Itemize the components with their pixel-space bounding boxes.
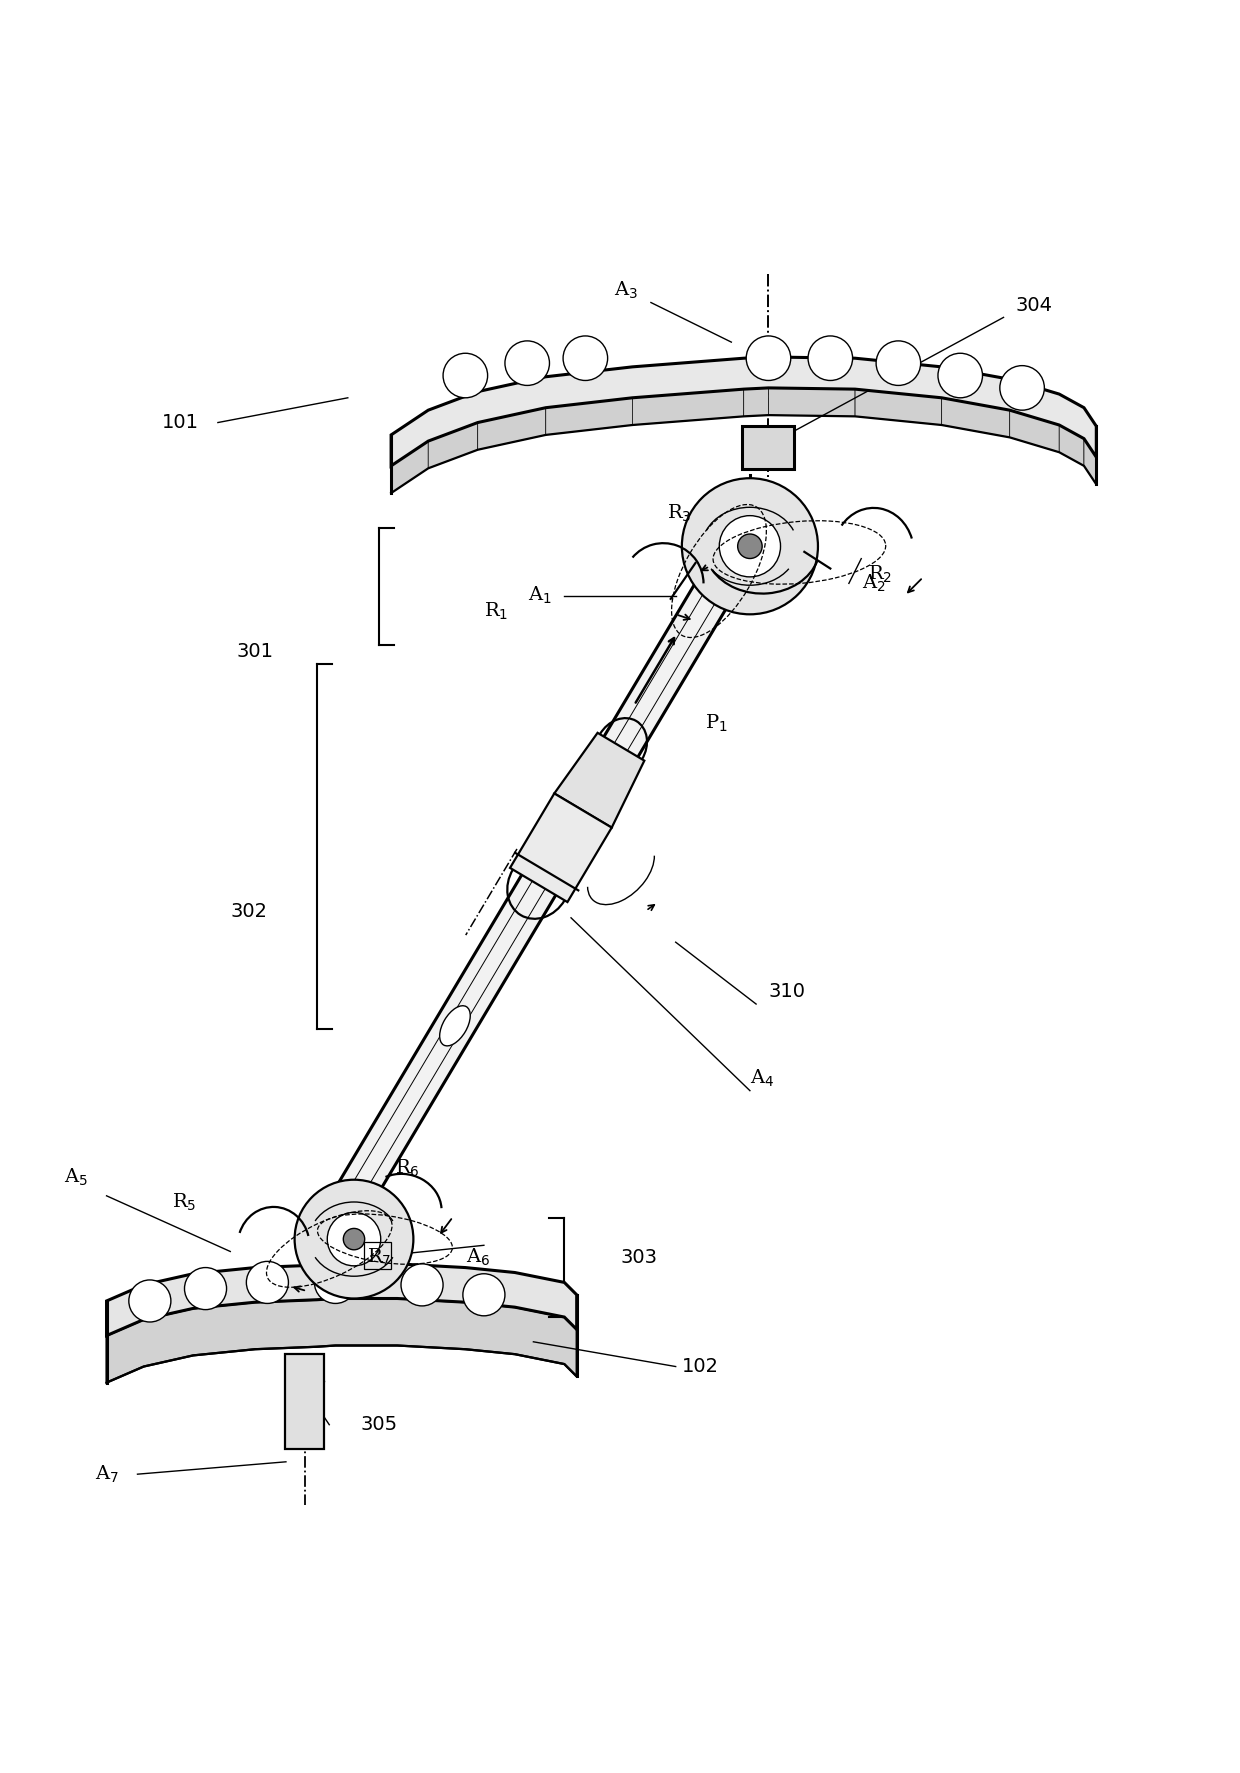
Text: A$_{7}$: A$_{7}$ [94,1463,119,1484]
Text: 102: 102 [682,1356,719,1376]
Text: 303: 303 [620,1248,657,1268]
Circle shape [808,335,853,381]
Circle shape [247,1261,289,1303]
Text: R$_{6}$: R$_{6}$ [394,1158,419,1179]
Text: A$_{4}$: A$_{4}$ [750,1067,775,1089]
Polygon shape [744,388,769,417]
Polygon shape [632,388,744,426]
Polygon shape [319,498,779,1238]
Text: R$_{3}$: R$_{3}$ [667,502,692,523]
Circle shape [129,1280,171,1323]
Polygon shape [285,1355,325,1450]
Polygon shape [510,794,611,902]
Polygon shape [477,408,546,450]
Circle shape [185,1268,227,1310]
Circle shape [738,534,763,558]
Circle shape [563,335,608,381]
Text: R$_{7}$: R$_{7}$ [367,1246,391,1268]
Circle shape [746,335,791,381]
Polygon shape [1009,410,1059,452]
Polygon shape [107,1298,577,1383]
Circle shape [343,1229,365,1250]
Polygon shape [428,422,477,468]
Polygon shape [546,397,632,434]
Polygon shape [391,441,428,493]
Circle shape [719,516,780,576]
Polygon shape [391,356,1096,466]
Text: A$_{1}$: A$_{1}$ [528,585,552,606]
Circle shape [401,1264,443,1307]
Text: A$_{2}$: A$_{2}$ [862,573,885,594]
Circle shape [327,1213,381,1266]
Text: 305: 305 [360,1415,397,1434]
Bar [743,426,795,468]
Circle shape [505,340,549,385]
Text: A$_{5}$: A$_{5}$ [63,1167,88,1188]
Text: R$_{2}$: R$_{2}$ [868,564,892,585]
Ellipse shape [440,1005,470,1046]
Circle shape [682,479,818,613]
Text: 302: 302 [231,902,268,920]
Circle shape [315,1261,356,1303]
Text: A$_{6}$: A$_{6}$ [466,1246,490,1268]
Bar [363,1241,391,1269]
Polygon shape [1084,438,1096,484]
Circle shape [443,353,487,397]
Text: P$_{1}$: P$_{1}$ [706,713,728,734]
Circle shape [295,1179,413,1298]
Text: 310: 310 [769,982,806,1002]
Text: R$_{1}$: R$_{1}$ [484,601,508,622]
Text: 101: 101 [162,413,200,433]
Polygon shape [941,397,1009,438]
Polygon shape [107,1264,577,1335]
Circle shape [999,365,1044,410]
Text: 304: 304 [1016,296,1053,314]
Polygon shape [856,388,941,426]
Polygon shape [769,388,856,417]
Circle shape [937,353,982,397]
Text: R$_{5}$: R$_{5}$ [172,1191,197,1213]
Text: A$_{3}$: A$_{3}$ [614,280,639,301]
Circle shape [463,1273,505,1316]
Polygon shape [554,732,645,828]
Text: 301: 301 [237,642,274,661]
Circle shape [877,340,920,385]
Polygon shape [1059,426,1084,466]
